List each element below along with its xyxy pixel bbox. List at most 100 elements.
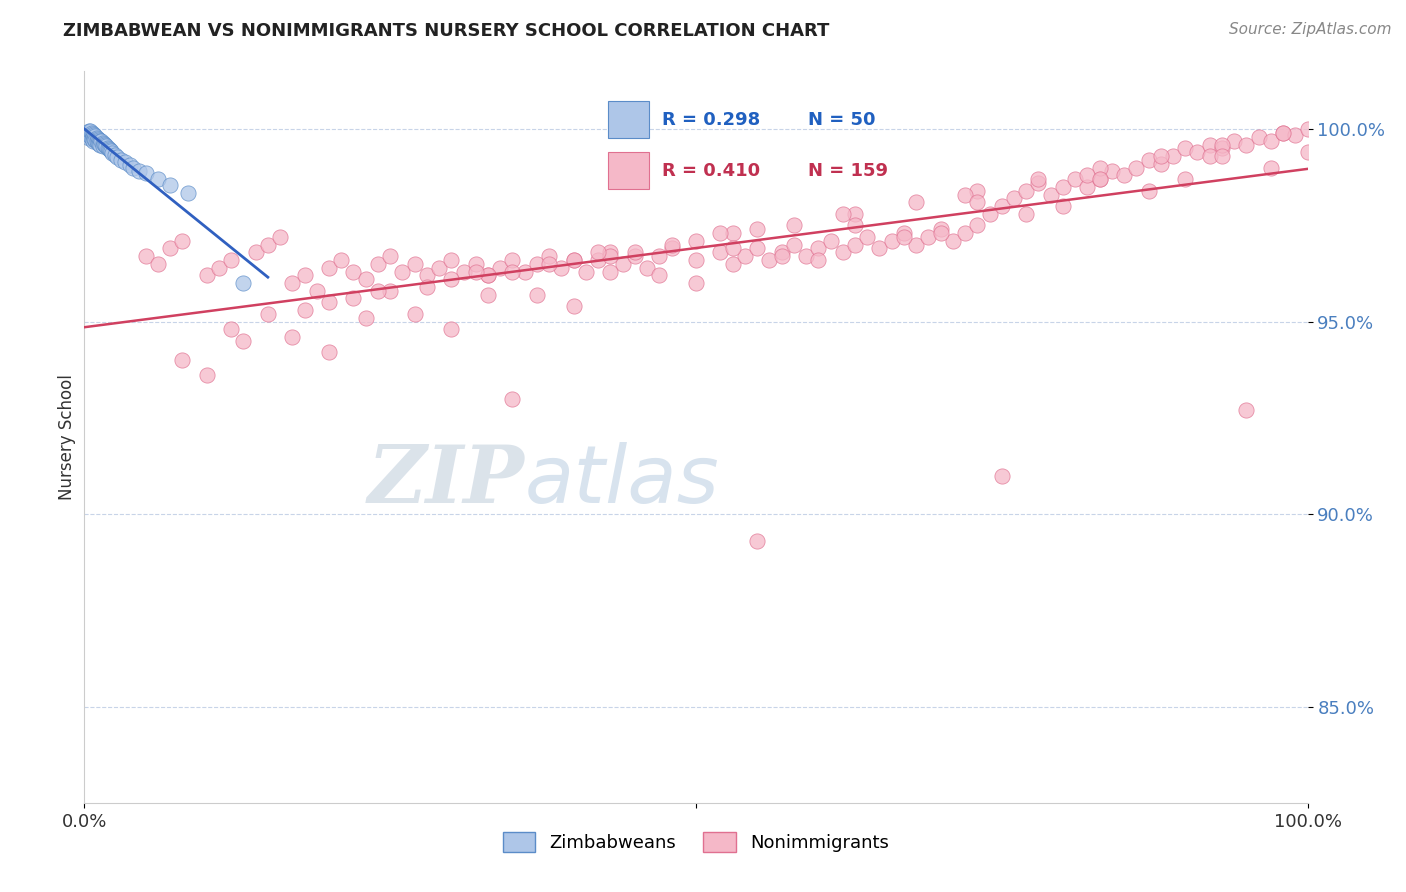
Point bbox=[770, 245, 793, 260]
Point bbox=[281, 276, 304, 290]
Point bbox=[354, 310, 377, 325]
Point bbox=[747, 222, 769, 236]
Point bbox=[624, 249, 647, 263]
Point bbox=[1052, 179, 1074, 194]
Point bbox=[1002, 191, 1025, 205]
Point bbox=[942, 234, 965, 248]
Point bbox=[747, 242, 769, 256]
Point bbox=[1015, 207, 1038, 221]
Point bbox=[77, 130, 100, 145]
Point bbox=[80, 132, 103, 146]
Point bbox=[232, 276, 254, 290]
Point bbox=[83, 128, 105, 142]
Point bbox=[1028, 172, 1050, 186]
Point bbox=[709, 245, 731, 260]
Point bbox=[94, 138, 117, 153]
Point bbox=[624, 245, 647, 260]
Point bbox=[807, 252, 830, 267]
Point bbox=[367, 284, 389, 298]
Point bbox=[440, 322, 463, 336]
Point bbox=[84, 133, 107, 147]
Point bbox=[380, 284, 402, 298]
Point bbox=[893, 226, 915, 240]
Point bbox=[440, 272, 463, 286]
Point bbox=[128, 163, 150, 178]
Point bbox=[1150, 149, 1173, 163]
Point bbox=[783, 237, 806, 252]
Point bbox=[82, 129, 104, 144]
Point bbox=[440, 252, 463, 267]
Point bbox=[100, 145, 122, 159]
Point bbox=[502, 252, 524, 267]
Point bbox=[477, 287, 499, 301]
Point bbox=[1114, 169, 1136, 183]
Y-axis label: Nursery School: Nursery School bbox=[58, 374, 76, 500]
Point bbox=[1076, 169, 1098, 183]
Point bbox=[1052, 199, 1074, 213]
Point bbox=[93, 136, 115, 151]
Point bbox=[416, 268, 439, 283]
Point bbox=[1211, 137, 1233, 152]
Point bbox=[1088, 161, 1111, 175]
Point bbox=[86, 130, 108, 145]
Point bbox=[98, 143, 121, 157]
Point bbox=[880, 234, 903, 248]
Point bbox=[770, 249, 793, 263]
Point bbox=[1174, 172, 1197, 186]
Point bbox=[77, 128, 100, 142]
Point bbox=[77, 127, 100, 141]
Point bbox=[89, 134, 111, 148]
Point bbox=[86, 135, 108, 149]
Point bbox=[80, 126, 103, 140]
Point bbox=[1137, 184, 1160, 198]
Point bbox=[159, 178, 181, 192]
Point bbox=[905, 195, 928, 210]
Point bbox=[77, 125, 100, 139]
Point bbox=[953, 226, 976, 240]
Point bbox=[1211, 149, 1233, 163]
Point bbox=[844, 207, 866, 221]
Point bbox=[1076, 179, 1098, 194]
Point bbox=[305, 284, 328, 298]
Point bbox=[91, 136, 114, 150]
Point bbox=[1236, 403, 1258, 417]
Point bbox=[342, 264, 364, 278]
Point bbox=[477, 268, 499, 283]
Point bbox=[599, 245, 621, 260]
Point bbox=[905, 237, 928, 252]
Point bbox=[502, 264, 524, 278]
Point bbox=[122, 161, 145, 175]
Point bbox=[966, 219, 988, 233]
Point bbox=[87, 136, 110, 151]
Point bbox=[269, 230, 291, 244]
Point bbox=[991, 199, 1014, 213]
Text: Source: ZipAtlas.com: Source: ZipAtlas.com bbox=[1229, 22, 1392, 37]
Point bbox=[562, 299, 585, 313]
Point bbox=[1260, 134, 1282, 148]
Text: ZIP: ZIP bbox=[368, 442, 524, 520]
Point bbox=[586, 252, 609, 267]
Point bbox=[721, 257, 744, 271]
Point bbox=[648, 268, 671, 283]
Point bbox=[1088, 172, 1111, 186]
Point bbox=[245, 245, 267, 260]
Point bbox=[208, 260, 231, 275]
Point bbox=[562, 252, 585, 267]
Point bbox=[1198, 137, 1220, 152]
Point bbox=[219, 252, 242, 267]
Point bbox=[77, 124, 100, 138]
Point bbox=[1284, 128, 1306, 142]
Point bbox=[1198, 149, 1220, 163]
Point bbox=[96, 139, 118, 153]
Point bbox=[330, 252, 353, 267]
Point bbox=[831, 207, 853, 221]
Point bbox=[966, 195, 988, 210]
Point bbox=[79, 129, 101, 144]
Point bbox=[869, 242, 891, 256]
Point bbox=[404, 257, 426, 271]
Point bbox=[1028, 176, 1050, 190]
Point bbox=[844, 219, 866, 233]
Point bbox=[159, 242, 181, 256]
Point bbox=[734, 249, 756, 263]
Point bbox=[831, 245, 853, 260]
